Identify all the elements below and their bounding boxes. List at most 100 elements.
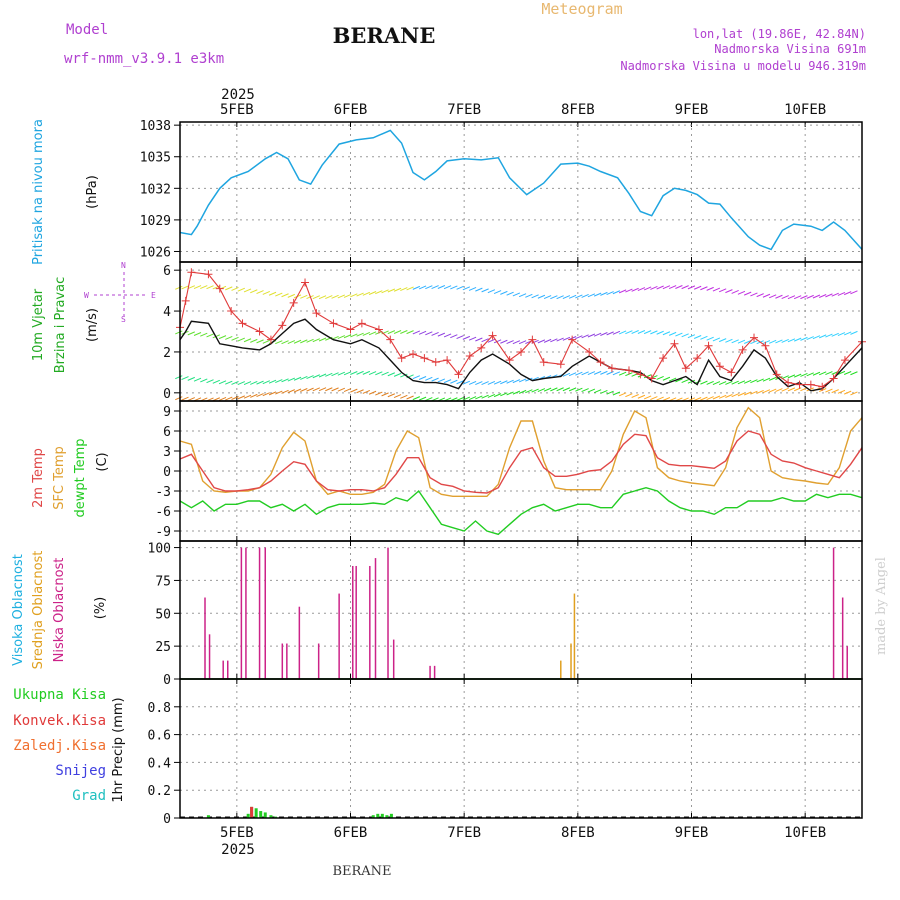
wind-arrow bbox=[631, 330, 639, 334]
wind-arrow bbox=[725, 380, 733, 385]
wind-arrow bbox=[206, 285, 214, 290]
wind-ytick-label: 6 bbox=[163, 264, 171, 279]
wind-arrow bbox=[300, 375, 308, 380]
wind-arrow bbox=[537, 339, 546, 344]
wind-arrow bbox=[493, 290, 502, 294]
wind-arrow bbox=[800, 372, 808, 377]
wind-arrow bbox=[550, 295, 558, 300]
wind-arrow bbox=[225, 286, 233, 291]
wind-arrow bbox=[200, 285, 208, 289]
wind-gust-marker bbox=[409, 349, 418, 358]
wind-arrow bbox=[806, 372, 814, 377]
wind-gust-marker bbox=[659, 354, 668, 363]
wind-arrow bbox=[643, 395, 652, 400]
wind-arrow bbox=[525, 377, 533, 382]
wind-arrow bbox=[812, 294, 821, 299]
wind-arrow bbox=[287, 377, 296, 382]
wind-gust-marker bbox=[727, 368, 736, 377]
wind-arrow bbox=[606, 371, 614, 375]
x-date-label-top: 6FEB bbox=[334, 102, 368, 118]
wind-arrow bbox=[256, 290, 264, 295]
wind-arrow bbox=[606, 331, 614, 336]
wind-gust-marker bbox=[329, 319, 338, 328]
wind-arrow bbox=[293, 339, 302, 344]
wind-arrow bbox=[456, 285, 464, 290]
wind-arrow bbox=[837, 291, 846, 296]
pressure-panel: 1026 1029 1032 1035 1038 bbox=[140, 119, 863, 263]
wind-labels: 10m Vjetar Brzina i Pravac (m/s) W E N S bbox=[31, 261, 156, 373]
wind-arrow bbox=[712, 287, 721, 292]
wind-arrow bbox=[275, 340, 283, 345]
wind-arrow bbox=[368, 390, 377, 395]
wind-arrow bbox=[587, 388, 596, 393]
wind-arrow bbox=[318, 337, 327, 342]
wind-arrow bbox=[400, 330, 408, 334]
wind-arrow bbox=[725, 338, 733, 343]
wind-arrow bbox=[231, 396, 239, 400]
wind-arrow bbox=[693, 335, 702, 339]
precip-ylabel: 1hr Precip (mm) bbox=[111, 697, 126, 802]
wind-arrow bbox=[331, 372, 339, 377]
wind-arrow bbox=[775, 339, 783, 344]
wind-arrow bbox=[612, 391, 621, 396]
wind-arrow bbox=[175, 375, 183, 380]
wind-arrow bbox=[300, 294, 308, 299]
wind-arrow bbox=[268, 379, 277, 384]
wind-arrow bbox=[587, 371, 596, 375]
wind-arrow bbox=[681, 285, 689, 290]
precip-bar bbox=[259, 811, 263, 818]
wind-arrow bbox=[831, 389, 839, 394]
legend-grad: Grad bbox=[72, 788, 106, 804]
cloud-ylabel-mid: Srednja Oblacnost bbox=[31, 551, 46, 670]
wind-arrow bbox=[412, 330, 421, 335]
wind-arrow bbox=[362, 370, 371, 375]
clouds-ytick-label: 75 bbox=[155, 574, 171, 589]
precip-bar bbox=[246, 813, 250, 818]
wind-arrow bbox=[175, 330, 183, 335]
pressure-ylabel: Pritisak na nivou mora bbox=[31, 119, 46, 265]
pressure-ytick-label: 1026 bbox=[140, 245, 171, 260]
wind-arrow bbox=[537, 294, 546, 299]
x-date-label-top: 8FEB bbox=[561, 102, 595, 118]
wind-gust-marker bbox=[528, 335, 537, 344]
wind-arrow bbox=[262, 290, 270, 295]
temperature-ytick-label: -3 bbox=[155, 485, 171, 500]
wind-gust-marker bbox=[806, 380, 815, 389]
temp-ylabel-dew: dewpt Temp bbox=[73, 438, 88, 517]
wind-arrow bbox=[756, 293, 764, 298]
wind-arrow bbox=[750, 340, 758, 345]
wind-arrow bbox=[218, 396, 227, 401]
wind-arrow bbox=[387, 372, 396, 377]
wind-arrow bbox=[800, 336, 808, 341]
wind-arrow bbox=[668, 377, 677, 382]
wind-arrow bbox=[468, 380, 477, 385]
wind-arrow bbox=[450, 379, 458, 384]
wind-arrow bbox=[381, 371, 389, 376]
wind-arrow bbox=[387, 330, 396, 335]
wind-arrow bbox=[187, 397, 195, 402]
wind-gust-marker bbox=[750, 333, 759, 342]
temperature-ytick-label: 0 bbox=[163, 465, 171, 480]
model-elevation: Nadmorska Visina u modelu 946.319m bbox=[620, 59, 866, 73]
wind-arrow bbox=[562, 295, 571, 300]
wind-arrow bbox=[181, 376, 189, 381]
wind-arrow bbox=[518, 340, 527, 345]
wind-arrow bbox=[312, 295, 321, 300]
wind-arrow bbox=[750, 292, 758, 297]
wind-arrow bbox=[825, 371, 833, 376]
wind-arrow bbox=[362, 291, 371, 296]
wind-arrow bbox=[350, 371, 358, 375]
wind-arrow bbox=[793, 373, 802, 378]
x-date-label-top: 9FEB bbox=[675, 102, 709, 118]
wind-arrow bbox=[606, 291, 614, 296]
wind-arrow bbox=[281, 389, 289, 394]
wind-arrow bbox=[650, 330, 658, 335]
wind-arrow bbox=[618, 330, 627, 335]
wind-arrow bbox=[668, 331, 677, 336]
wind-arrow bbox=[706, 396, 714, 401]
wind-arrow bbox=[500, 392, 508, 397]
wind-gust-marker bbox=[238, 319, 247, 328]
wind-arrow bbox=[743, 291, 752, 296]
wind-arrow bbox=[506, 291, 514, 296]
wind-arrow bbox=[381, 289, 389, 294]
